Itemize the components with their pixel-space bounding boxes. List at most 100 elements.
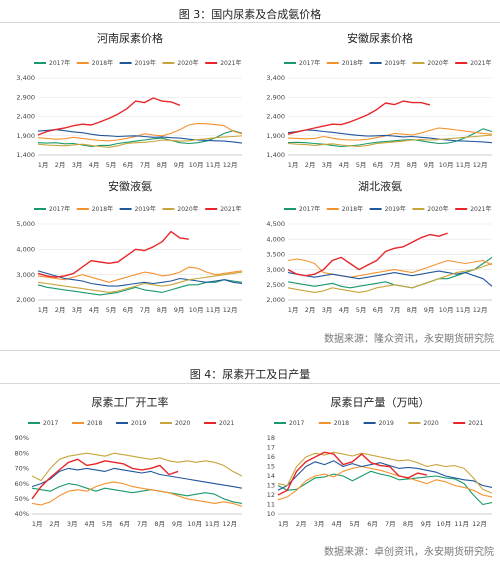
figure-3-title: 图 3：国内尿素及合成氨价格 [178,8,322,21]
y-tick-label: 14 [267,472,275,480]
x-tick-label: 4月 [332,520,343,528]
y-tick-label: 17 [267,444,275,452]
x-tick-label: 3月 [72,306,83,314]
chart-anhui-urea-price: 安徽尿素价格 2017年 2018年 2019年 2020年 2021年 1,400 1,90… [250,24,500,172]
legend-label-2018年: 2018年 [92,205,113,213]
chart-urea-operating-rate: 尿素工厂开工率 2017 2018 2019 2020 2021 40% 50% 60% 70% 8… [0,388,250,536]
legend-label-2019: 2019 [379,420,394,427]
x-tick-label: 6月 [373,306,384,314]
chart-title: 尿素日产量（万吨） [331,395,430,409]
series-line-2019年 [37,270,243,287]
x-tick-label: 8月 [157,161,168,169]
x-tick-label: 4月 [339,306,350,314]
y-tick-label: 12 [267,491,275,499]
chart-svg: 安徽液氨 2017年 2018年 2019年 2020年 2021年 2,000 3,000 4… [16,179,243,314]
x-tick-label: 10月 [189,306,204,314]
x-tick-label: 5月 [106,161,117,169]
chart-henan-urea-price: 河南尿素价格 2017年 2018年 2019年 2020年 2021年 1,400 1,90… [0,24,250,172]
x-tick-label: 4月 [89,306,100,314]
y-tick-label: 40% [15,510,29,518]
x-tick-label: 7月 [137,520,148,528]
x-tick-label: 10月 [189,161,204,169]
y-tick-label: 3,400 [16,74,35,82]
legend-label-2021: 2021 [468,420,483,427]
y-tick-label: 5,000 [16,220,35,228]
series-line-2017 [277,470,493,506]
x-tick-label: 7月 [390,306,401,314]
x-tick-label: 7月 [140,306,151,314]
x-tick-label: 1月 [38,306,49,314]
x-tick-label: 4月 [89,161,100,169]
x-tick-label: 5月 [106,306,117,314]
y-tick-label: 15 [267,463,275,471]
y-tick-label: 2,900 [266,93,285,101]
series-line-2019年 [287,270,493,287]
series-line-2019年 [37,129,243,144]
y-tick-label: 1,400 [16,151,35,159]
x-tick-label: 11月 [205,520,220,528]
legend-label-2017年: 2017年 [49,59,70,67]
legend-label-2020年: 2020年 [177,205,198,213]
y-tick-label: 50% [15,495,29,503]
figure-4-title: 图 4：尿素开工及日产量 [189,368,311,381]
x-tick-label: 1月 [278,520,289,528]
chart-svg: 湖北液氨 2017年 2018年 2019年 2020年 2021年 2,000 2,500 3… [266,179,493,314]
chart-svg: 安徽尿素价格 2017年 2018年 2019年 2020年 2021年 1,400 1,90… [266,31,493,169]
x-tick-label: 11月 [206,161,221,169]
series-line-2017 [31,483,243,504]
x-tick-label: 3月 [322,161,333,169]
x-tick-label: 10月 [436,520,451,528]
x-tick-label: 2月 [55,161,66,169]
legend-label-2018: 2018 [334,420,349,427]
x-tick-label: 6月 [123,306,134,314]
legend-label-2019年: 2019年 [135,59,156,67]
x-tick-label: 10月 [439,306,454,314]
y-tick-label: 3,500 [266,251,285,259]
series-line-2021 [31,458,179,500]
chart-anhui-liquid-ammonia: 安徽液氨 2017年 2018年 2019年 2020年 2021年 2,000 3,000 4… [0,172,250,320]
chart-svg: 尿素工厂开工率 2017 2018 2019 2020 2021 40% 50% 60% 70% 8… [15,395,243,528]
y-tick-label: 90% [15,434,29,442]
figure-3-divider [0,22,500,23]
x-tick-label: 8月 [157,306,168,314]
x-tick-label: 3月 [322,306,333,314]
legend-label-2018年: 2018年 [342,205,363,213]
x-tick-label: 11月 [456,306,471,314]
x-tick-label: 5月 [356,306,367,314]
x-tick-label: 2月 [305,161,316,169]
chart-svg: 尿素日产量（万吨）2017 2018 2019 2020 202110111213141… [267,395,493,528]
y-tick-label: 80% [15,449,29,457]
x-tick-label: 12月 [223,306,238,314]
x-tick-label: 5月 [102,520,113,528]
legend-label-2021年: 2021年 [470,59,491,67]
y-tick-label: 10 [267,510,275,518]
legend-label-2021: 2021 [219,420,234,427]
x-tick-label: 1月 [288,161,299,169]
x-tick-label: 8月 [403,520,414,528]
y-tick-label: 3,000 [16,271,35,279]
legend-label-2018: 2018 [87,420,102,427]
y-tick-label: 1,900 [16,132,35,140]
series-line-2020年 [287,134,493,148]
series-line-2019 [277,460,493,491]
y-tick-label: 11 [267,501,275,509]
legend-label-2020: 2020 [175,420,190,427]
y-tick-label: 16 [267,453,275,461]
x-tick-label: 12月 [473,306,488,314]
legend-label-2020年: 2020年 [427,59,448,67]
x-tick-label: 5月 [356,161,367,169]
series-line-2020年 [37,271,243,293]
legend-label-2021年: 2021年 [470,205,491,213]
legend-label-2018年: 2018年 [342,59,363,67]
y-tick-label: 1,900 [266,132,285,140]
x-tick-label: 10月 [439,161,454,169]
series-line-2017年 [287,256,493,289]
y-tick-label: 2,900 [16,93,35,101]
x-tick-label: 3月 [67,520,78,528]
x-tick-label: 12月 [222,520,237,528]
y-tick-label: 2,400 [16,113,35,121]
y-tick-label: 1,400 [266,151,285,159]
legend-label-2020: 2020 [423,420,438,427]
x-tick-label: 2月 [55,306,66,314]
legend-label-2017年: 2017年 [299,59,320,67]
